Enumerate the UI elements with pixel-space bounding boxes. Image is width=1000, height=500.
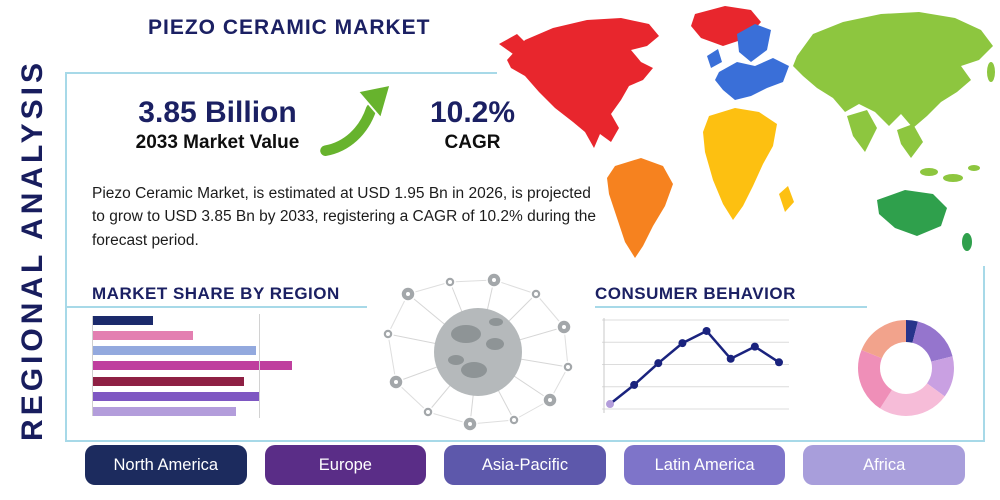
market-value-stat: 3.85 Billion 2033 Market Value (95, 96, 340, 154)
bar-row (93, 331, 193, 341)
bar-row (93, 316, 153, 325)
bar-row (93, 406, 237, 416)
globe-network-graphic (378, 272, 578, 437)
region-button-africa[interactable]: Africa (803, 445, 965, 485)
cagr-caption: CAGR (444, 131, 501, 153)
region-button-north-america[interactable]: North America (85, 445, 247, 485)
cagr-stat: 10.2% CAGR (415, 96, 530, 154)
map-region-south-america (607, 158, 673, 258)
consumer-behavior-divider (595, 306, 867, 308)
map-region-australia (877, 190, 972, 251)
side-vertical-label: REGIONAL ANALYSIS (6, 0, 60, 500)
map-region-asia (793, 12, 995, 182)
map-region-africa (703, 108, 794, 220)
bar-row (93, 361, 292, 371)
consumer-behavior-heading: CONSUMER BEHAVIOR (595, 284, 796, 303)
region-button-latin-america[interactable]: Latin America (623, 445, 786, 485)
side-label-text: REGIONAL ANALYSIS (16, 59, 49, 441)
market-share-heading: MARKET SHARE BY REGION (92, 284, 340, 303)
region-button-europe[interactable]: Europe (264, 445, 427, 485)
bar-row (93, 346, 257, 356)
market-description: Piezo Ceramic Market, is estimated at US… (92, 185, 597, 249)
world-map (497, 0, 1000, 266)
cagr-number: 10.2% (429, 96, 516, 129)
donut-chart (856, 318, 956, 423)
bar-row (93, 376, 245, 386)
market-share-divider (67, 306, 367, 308)
market-value-caption: 2033 Market Value (135, 131, 300, 153)
line-chart (598, 314, 793, 424)
growth-arrow-icon (312, 80, 402, 171)
bar-chart-gridline (259, 314, 260, 418)
bar-row (93, 391, 261, 401)
world-map-svg (499, 6, 995, 258)
bar-chart (92, 314, 292, 418)
map-region-europe (707, 24, 789, 100)
region-buttons-row: North America Europe Asia-Pacific Latin … (85, 445, 965, 485)
region-button-asia-pacific[interactable]: Asia-Pacific (444, 445, 606, 485)
market-value-number: 3.85 Billion (138, 96, 297, 129)
page-title: PIEZO CERAMIC MARKET (148, 16, 431, 39)
map-region-north-america (499, 18, 659, 148)
